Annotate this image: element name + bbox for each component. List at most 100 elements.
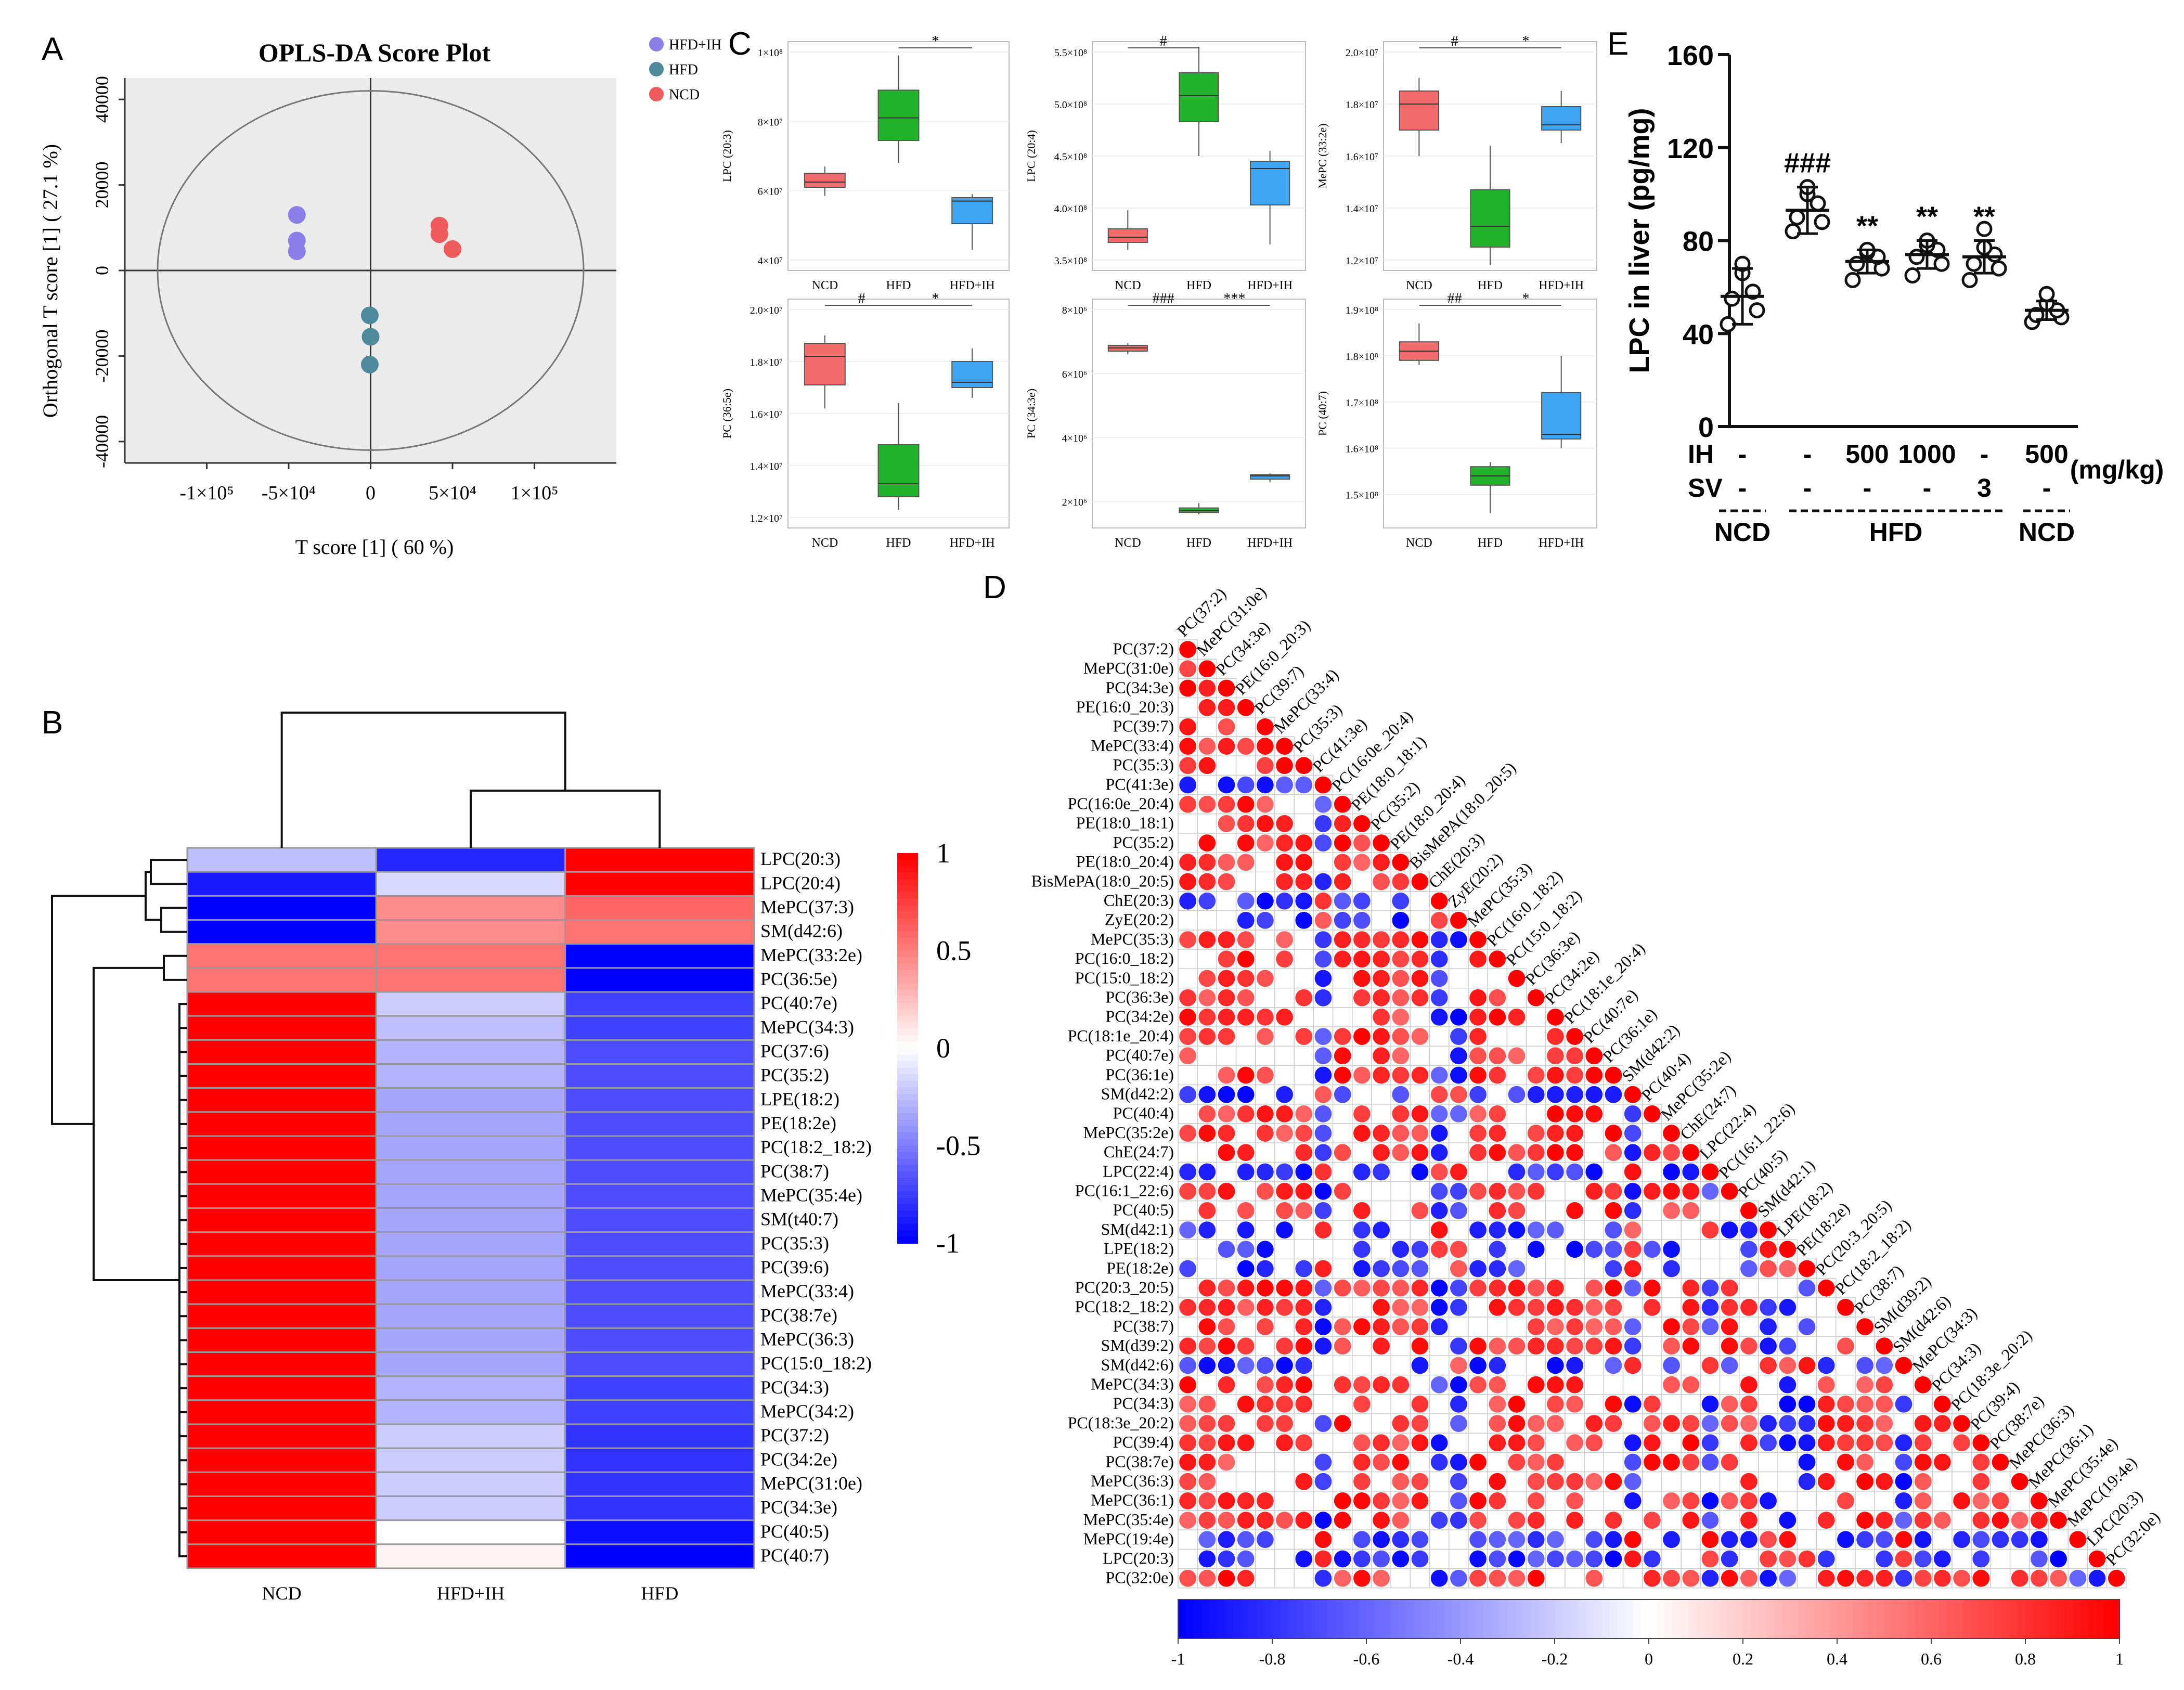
correlation-cell [1681,1549,1701,1569]
correlation-cell [1255,1142,1275,1163]
correlation-cell [1468,968,1488,989]
correlation-dot [1663,1376,1680,1394]
boxplot-y-tick-label: 8×10⁷ [758,117,783,128]
heatmap-cell [564,1279,755,1305]
correlation-cell [1313,1355,1334,1376]
correlation-dot [2031,1512,2048,1529]
heatmap-row-label: PC(35:2) [760,1065,829,1086]
e-ih-value: - [1803,440,1812,469]
panel-b-heatmap: LPC(20:3)LPC(20:4)MePC(37:3)SM(d42:6)MeP… [51,712,980,1604]
correlation-cell [1352,871,1372,892]
colorbar-segment [1390,1599,1399,1639]
heatmap-cell [564,1471,755,1497]
correlation-dot [1798,1318,1816,1335]
correlation-cell [1836,1471,1856,1492]
correlation-dot [1314,1221,1332,1239]
correlation-dot [1257,738,1274,755]
correlation-dot [1585,1337,1603,1355]
correlation-dot [1701,1492,1719,1510]
correlation-cell [1545,1239,1566,1260]
correlation-dot [1198,660,1216,678]
correlation-dot [1566,1376,1583,1394]
correlation-dot [1198,1473,1216,1490]
boxplot-x-tick-label: HFD+IH [1247,279,1293,292]
correlation-dot [1740,1415,1757,1432]
score-plot-title: OPLS-DA Score Plot [259,38,491,67]
x-tick-label: -5×10⁴ [262,482,316,504]
heatmap-row-label: LPC(20:4) [760,872,841,893]
correlation-cell [1622,1374,1643,1395]
e-diet-label: HFD [1869,518,1923,547]
correlation-dot [1392,1492,1410,1510]
correlation-dot [1527,1531,1545,1549]
colorbar-segment [1523,1599,1532,1639]
correlation-dot [1198,931,1216,948]
correlation-dot [1411,1028,1429,1045]
correlation-dot [1876,1531,1893,1549]
correlation-cell [1274,1317,1295,1337]
correlation-dot [1430,1202,1448,1219]
boxplot-y-tick-label: 1.2×10⁷ [1346,255,1378,267]
correlation-dot [1489,1299,1506,1316]
colorbar-segment [2064,1599,2073,1639]
heatmap-cell [375,847,566,873]
e-sv-value: - [2043,473,2051,502]
correlation-dot [1740,1569,1757,1587]
correlation-dot [1856,1396,1873,1413]
correlation-cell [1952,1452,1972,1473]
correlation-dot [1469,1279,1487,1297]
correlation-dot [1314,1105,1332,1123]
correlation-dot [1218,950,1235,968]
colorbar-segment [1366,1599,1375,1639]
correlation-dot [1953,1531,1970,1549]
correlation-dot [1373,1318,1390,1335]
correlation-cell [1681,1529,1701,1550]
panel-letter-b: B [42,705,63,741]
correlation-row-label: PC(40:7e) [1105,1046,1174,1064]
correlation-cell [1719,1258,1740,1279]
correlation-cell [1816,1529,1837,1550]
correlation-dot [1334,1569,1351,1587]
correlation-dot [1411,950,1429,968]
correlation-cell [1874,1491,1895,1511]
boxplot-x-tick-label: NCD [1406,279,1432,292]
colorbar-segment [897,918,918,925]
correlation-dot [1760,1357,1777,1374]
correlation-dot [1605,1337,1622,1355]
correlation-dot [1373,1531,1390,1549]
correlation-dot [1663,1318,1680,1335]
colorbar-segment [897,1158,918,1166]
correlation-dot [1527,1086,1545,1103]
correlation-dot [1218,989,1235,1007]
colorbar-segment [897,1022,918,1029]
correlation-dot [1198,1105,1216,1123]
correlation-dot [1566,1337,1583,1355]
correlation-cell [1526,1355,1546,1376]
heatmap-cell [375,1519,566,1545]
correlation-dot [1198,1357,1216,1374]
correlation-cell [1816,1317,1837,1337]
colorbar-segment [1186,1599,1195,1639]
correlation-dot [1237,1144,1255,1162]
correlation-dot [1314,912,1332,929]
correlation-dot [1450,1512,1467,1529]
correlation-dot [1837,1531,1854,1549]
correlation-dot [1856,1512,1873,1529]
correlation-cell [1235,1471,1256,1492]
e-group: ###-- [1784,148,1831,502]
boxplot-x-tick-label: NCD [1115,279,1141,292]
correlation-dot [1373,950,1390,968]
correlation-cell [1526,1026,1546,1047]
correlation-dot [1314,1028,1332,1045]
correlation-cell [1797,1491,1817,1511]
colorbar-segment [1311,1599,1320,1639]
correlation-dot [1295,1357,1313,1374]
correlation-dot [1237,1163,1255,1181]
correlation-dot [1237,834,1255,852]
correlation-dot [1295,1279,1313,1297]
colorbar-segment [897,853,918,860]
correlation-dot [1682,1415,1700,1432]
correlation-cell [1410,1510,1430,1530]
